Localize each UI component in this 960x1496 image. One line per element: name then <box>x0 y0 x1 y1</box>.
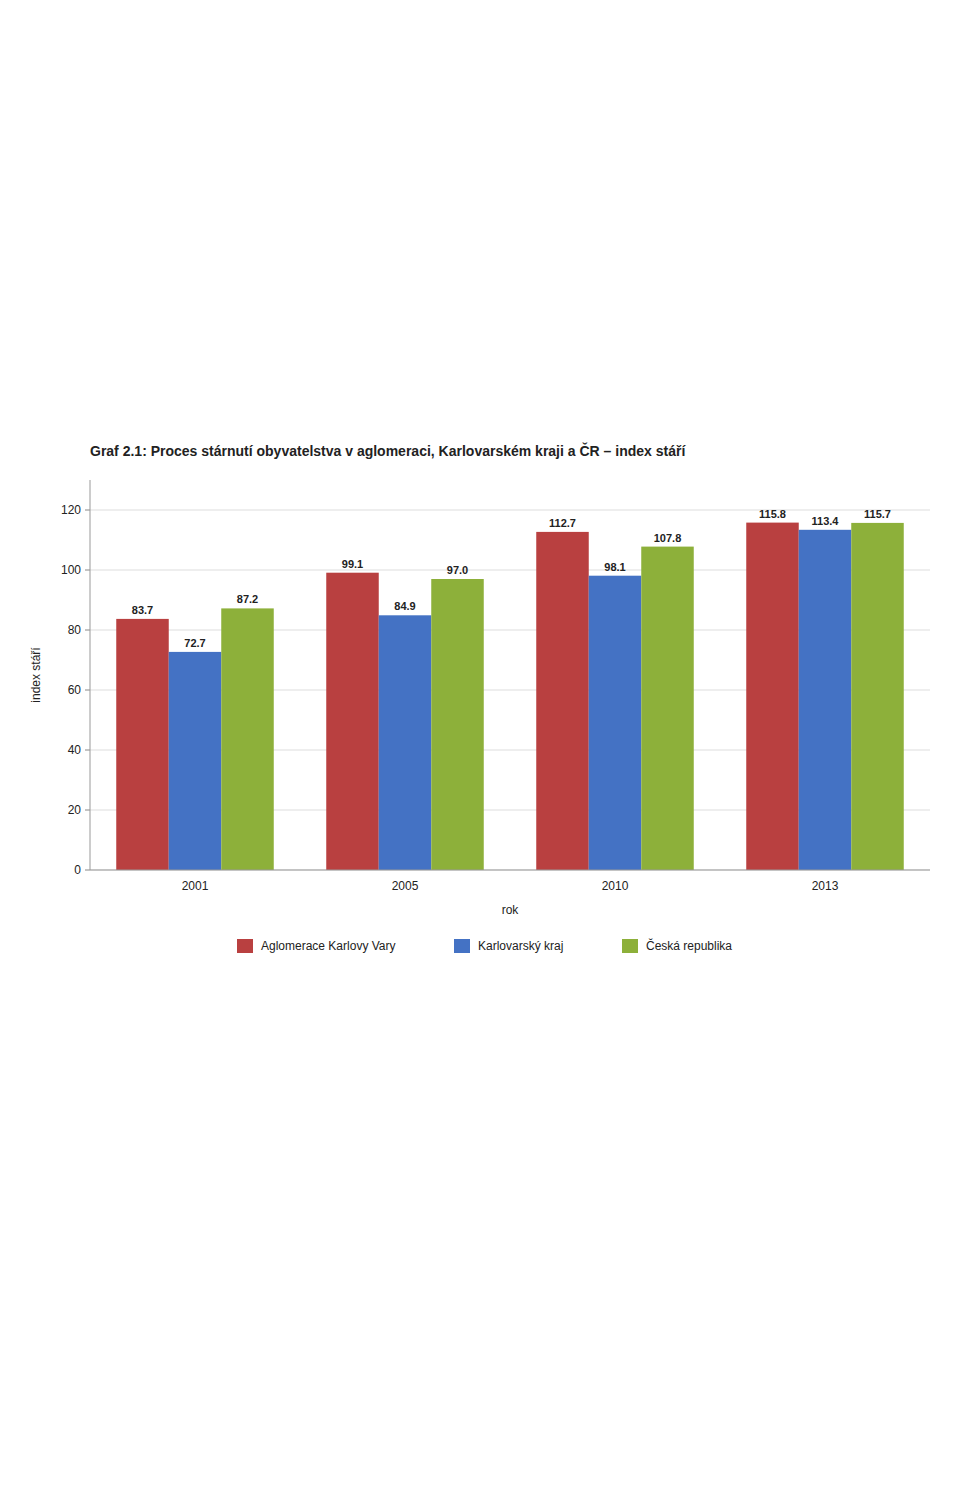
bar <box>746 523 799 870</box>
y-tick-label: 80 <box>68 623 82 637</box>
legend-swatch <box>237 939 253 953</box>
legend-label: Aglomerace Karlovy Vary <box>261 939 396 953</box>
data-label: 99.1 <box>342 558 363 570</box>
bar <box>379 615 432 870</box>
legend-swatch <box>622 939 638 953</box>
bar <box>851 523 904 870</box>
data-label: 97.0 <box>447 564 468 576</box>
data-label: 115.8 <box>759 508 786 520</box>
bars <box>116 523 904 870</box>
bar <box>169 652 222 870</box>
bar <box>431 579 484 870</box>
y-axis <box>90 480 91 870</box>
y-tick <box>85 870 90 871</box>
data-label: 113.4 <box>812 515 840 527</box>
y-tick-label: 100 <box>61 563 81 577</box>
legend-label: Karlovarský kraj <box>478 939 563 953</box>
data-label: 83.7 <box>132 604 153 616</box>
legend-label: Česká republika <box>646 938 732 953</box>
bar <box>116 619 169 870</box>
data-label: 98.1 <box>604 561 625 573</box>
data-label: 72.7 <box>184 637 205 649</box>
bar <box>589 576 642 870</box>
grid-line <box>90 870 930 871</box>
data-label: 112.7 <box>549 517 576 529</box>
y-tick-label: 20 <box>68 803 82 817</box>
bar <box>326 573 379 870</box>
x-axis <box>90 870 930 871</box>
y-tick-label: 40 <box>68 743 82 757</box>
x-tick-label: 2001 <box>182 879 209 893</box>
bar <box>536 532 589 870</box>
data-labels: 83.7 99.1 112.7 115.8 72.7 84.9 98.1 113.4 87.2 9… <box>132 508 891 649</box>
bar <box>221 608 274 870</box>
y-tick <box>85 510 90 511</box>
page: {"chart_data": { "type": "bar", "title":… <box>0 0 960 1496</box>
legend-swatch <box>454 939 470 953</box>
data-label: 107.8 <box>654 532 682 544</box>
y-tick <box>85 630 90 631</box>
y-axis-label: index stáří <box>29 647 43 703</box>
y-tick <box>85 570 90 571</box>
data-label: 84.9 <box>394 600 415 612</box>
title: Graf 2.1: Proces stárnutí obyvatelstva v… <box>90 442 686 459</box>
y-tick <box>85 690 90 691</box>
grid-line <box>90 510 930 511</box>
y-tick-label: 0 <box>74 863 81 877</box>
x-tick-label: 2013 <box>812 879 839 893</box>
data-label: 87.2 <box>237 593 258 605</box>
x-axis-label: rok <box>502 903 520 917</box>
y-tick-label: 60 <box>68 683 82 697</box>
data-label: 115.7 <box>864 508 891 520</box>
y-tick <box>85 750 90 751</box>
chart: Graf 2.1: Proces stárnutí obyvatelstva v… <box>0 0 960 1496</box>
legend: Aglomerace Karlovy Vary Karlovarský kraj Č… <box>237 938 732 953</box>
bar <box>641 547 694 870</box>
y-tick-label: 120 <box>61 503 81 517</box>
x-tick-label: 2010 <box>602 879 629 893</box>
grid <box>90 510 930 870</box>
bar <box>799 530 852 870</box>
x-tick-label: 2005 <box>392 879 419 893</box>
y-tick <box>85 810 90 811</box>
